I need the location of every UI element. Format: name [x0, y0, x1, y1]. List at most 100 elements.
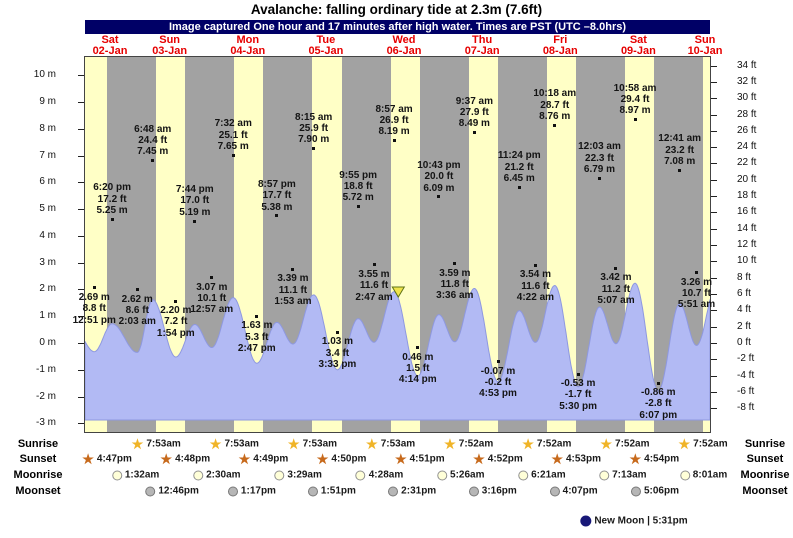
now-marker-icon [391, 286, 406, 298]
tide-ft: 7.2 ft [164, 316, 188, 328]
day-date: 08-Jan [542, 45, 578, 57]
tide-annotation: 3.42 m 11.2 ft 5:07 am [587, 272, 645, 306]
tide-time: 4:14 pm [398, 374, 437, 386]
axis-tick-label-m: -2 m [36, 390, 56, 402]
tide-m: 3.07 m [196, 281, 228, 293]
tide-m: 6.09 m [423, 182, 455, 194]
tide-ft: 11.6 ft [359, 280, 389, 292]
axis-tick-label-m: 5 m [39, 203, 56, 215]
tide-dot [678, 168, 682, 172]
sunset-star-icon: ★ [629, 451, 642, 467]
axis-tick-label-m: 2 m [39, 283, 56, 295]
new-moon-icon [580, 515, 592, 527]
tide-m: 7.65 m [217, 140, 249, 152]
tide-annotation: 8:15 am 25.9 ft 7.90 m [285, 112, 343, 146]
tide-annotation: 10:18 am 28.7 ft 8.76 m [526, 88, 584, 122]
astro-time: 4:47pm [96, 453, 132, 465]
day-label: Thu 07-Jan [445, 35, 519, 57]
page-title: Avalanche: falling ordinary tide at 2.3m… [250, 2, 543, 17]
tide-annotation: 6:48 am 24.4 ft 7.45 m [124, 124, 182, 158]
astro-entry: ★ 7:53am [132, 438, 181, 451]
astro-row-label-left: Sunrise [17, 438, 59, 450]
axis-tick-mark [711, 375, 717, 377]
axis-tick-label-m: -1 m [36, 363, 56, 375]
tide-dot [472, 131, 476, 135]
tide-ft: 18.8 ft [343, 181, 373, 193]
astro-entry: ★ 7:53am [288, 438, 337, 451]
tide-dot [372, 263, 376, 267]
day-date: 03-Jan [152, 45, 188, 57]
axis-tick-mark [711, 277, 717, 279]
day-label: Mon 04-Jan [211, 35, 285, 57]
astro-time: 4:50pm [331, 453, 367, 465]
tide-dot [275, 214, 279, 218]
tide-dot [151, 159, 155, 163]
axis-tick-mark [78, 316, 84, 318]
day-name: Tue [316, 34, 336, 46]
astro-time: 4:53pm [565, 453, 601, 465]
astro-entry: ★ 4:52pm [473, 453, 523, 466]
tide-dot [576, 372, 580, 376]
axis-tick-mark [78, 182, 84, 184]
astro-entry: 8:01am [679, 470, 727, 481]
moonset-circle-icon [307, 486, 318, 496]
axis-tick-label-ft: -4 ft [737, 369, 755, 381]
tide-ft: 24.4 ft [138, 134, 168, 146]
axis-tick-mark [78, 128, 84, 130]
sunset-star-icon: ★ [82, 451, 94, 467]
tide-annotation: 8:57 pm 17.7 ft 5.38 m [248, 179, 306, 213]
axis-tick-label-ft: 12 ft [737, 239, 757, 251]
sunrise-star-icon: ★ [444, 436, 456, 452]
tide-ft: 21.2 ft [504, 161, 534, 173]
astro-entry: ★ 4:54pm [629, 453, 679, 466]
tide-ft: 26.9 ft [379, 115, 409, 127]
astro-time: 12:46pm [158, 485, 199, 497]
moonset-circle-icon [227, 486, 238, 496]
tide-dot [453, 262, 457, 266]
day-label: Wed 06-Jan [367, 35, 441, 57]
axis-tick-mark [711, 359, 717, 361]
tide-m: -0.86 m [641, 387, 676, 399]
tide-dot [210, 276, 214, 280]
axis-tick-label-ft: 34 ft [737, 59, 757, 71]
axis-tick-mark [711, 147, 717, 149]
tide-ft: 27.9 ft [459, 107, 489, 119]
axis-tick-label-m: 9 m [39, 96, 56, 108]
astro-time: 5:26am [450, 469, 485, 481]
sunset-star-icon: ★ [551, 451, 563, 467]
tide-annotation: 7:44 pm 17.0 ft 5.19 m [166, 184, 224, 218]
tide-time: 6:07 pm [639, 409, 678, 421]
tide-ft: -0.2 ft [484, 377, 512, 389]
axis-tick-mark [711, 179, 717, 181]
astro-entry: 5:26am [437, 470, 484, 481]
axis-tick-mark [711, 81, 717, 83]
axis-tick-label-ft: -8 ft [737, 402, 755, 414]
tide-dot [174, 299, 178, 303]
moonrise-circle-icon [679, 470, 690, 480]
astro-row-label-right: Moonrise [740, 469, 790, 481]
day-label: Sat 02-Jan [73, 35, 147, 57]
tide-annotation: 12:41 am 23.2 ft 7.08 m [651, 133, 709, 167]
axis-tick-label-ft: -6 ft [737, 385, 755, 397]
tide-annotation: -0.53 m -1.7 ft 5:30 pm [549, 378, 607, 412]
subtitle-bar: Image captured One hour and 17 minutes a… [85, 20, 710, 34]
tide-dot [335, 330, 339, 334]
moonrise-circle-icon [355, 470, 366, 480]
axis-tick-mark [78, 396, 84, 398]
astro-entry: ★ 4:48pm [160, 453, 210, 466]
day-name: Sat [101, 34, 119, 46]
moonset-circle-icon [630, 486, 641, 496]
tide-time: 10:43 pm [417, 159, 461, 171]
tide-m: 3.59 m [439, 267, 471, 279]
day-name: Wed [392, 34, 416, 46]
axis-tick-label-ft: 0 ft [737, 337, 751, 348]
tide-time: 12:41 am [658, 133, 702, 145]
tide-annotation: 2.69 m 8.8 ft 12:51 pm [65, 292, 123, 326]
tide-time: 12:51 pm [72, 314, 116, 326]
tide-m: 0.46 m [402, 351, 434, 363]
astro-row-label-right: Sunrise [744, 438, 786, 450]
astro-time: 4:51pm [409, 453, 445, 465]
moonrise-circle-icon [111, 470, 122, 480]
astro-time: 4:52pm [487, 453, 523, 465]
axis-tick-mark [711, 391, 717, 393]
